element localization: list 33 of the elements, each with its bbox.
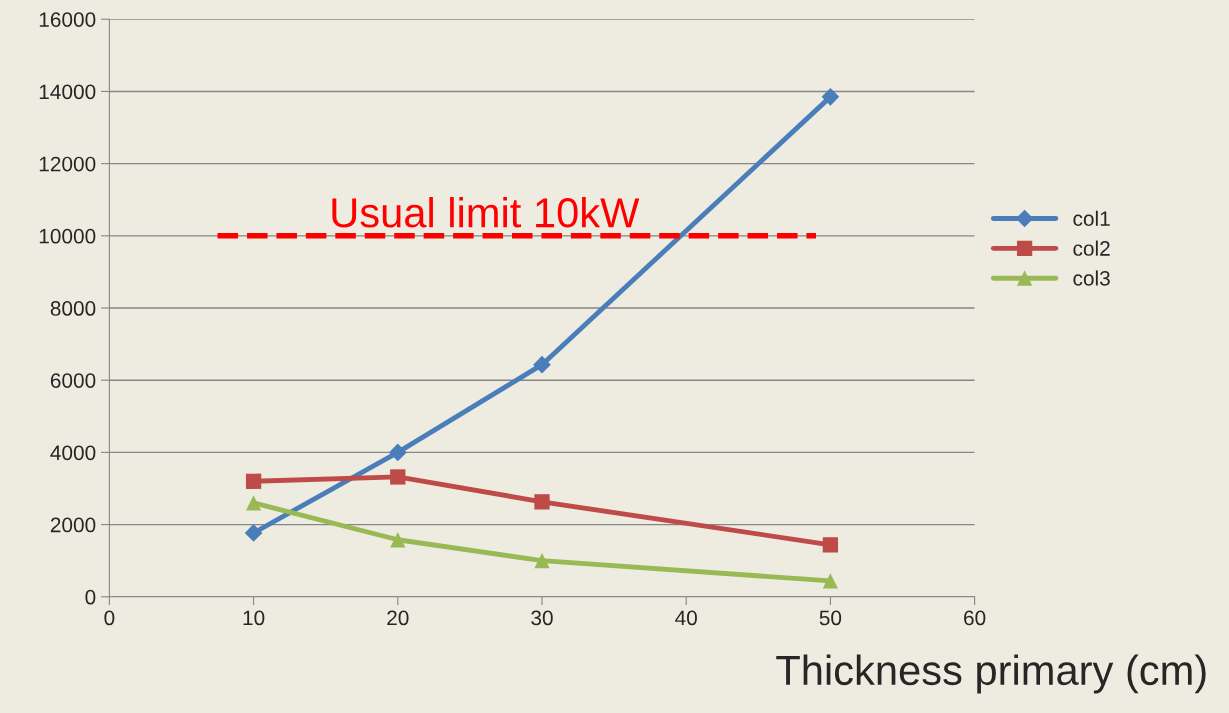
y-tick-label: 6000 [50,373,96,388]
point [390,532,406,548]
point [534,494,550,510]
x-tick-label: 40 [675,610,697,626]
y-tick-label: 8000 [50,301,96,316]
legend-label: col3 [1073,270,1110,286]
point [534,553,550,569]
x-tick-label: 20 [387,610,409,626]
point [245,473,262,489]
point [821,88,840,106]
y-tick-label: 0 [85,589,96,605]
point [245,495,262,511]
y-tick-label: 4000 [50,445,96,461]
y-tick-label: 14000 [39,84,96,100]
y-tick-label: 16000 [39,12,96,27]
x-axis-title: Thickness primary (cm) [776,654,1206,694]
x-tick-label: 60 [964,610,986,626]
y-tick-label: 2000 [50,517,96,533]
x-tick-label: 0 [104,610,115,626]
point [822,537,839,553]
x-tick-label: 10 [243,610,265,626]
ref-line-label: Usual limit 10kW [332,196,640,228]
legend-label: col2 [1073,240,1110,256]
x-tick-label: 30 [531,610,553,626]
point [388,443,407,462]
point [390,469,406,485]
y-tick-label: 12000 [39,156,96,172]
point [244,524,263,542]
point [822,573,839,589]
x-tick-label: 50 [819,610,842,626]
legend-label: col1 [1073,210,1110,227]
point [533,355,551,374]
y-tick-label: 10000 [39,228,96,244]
